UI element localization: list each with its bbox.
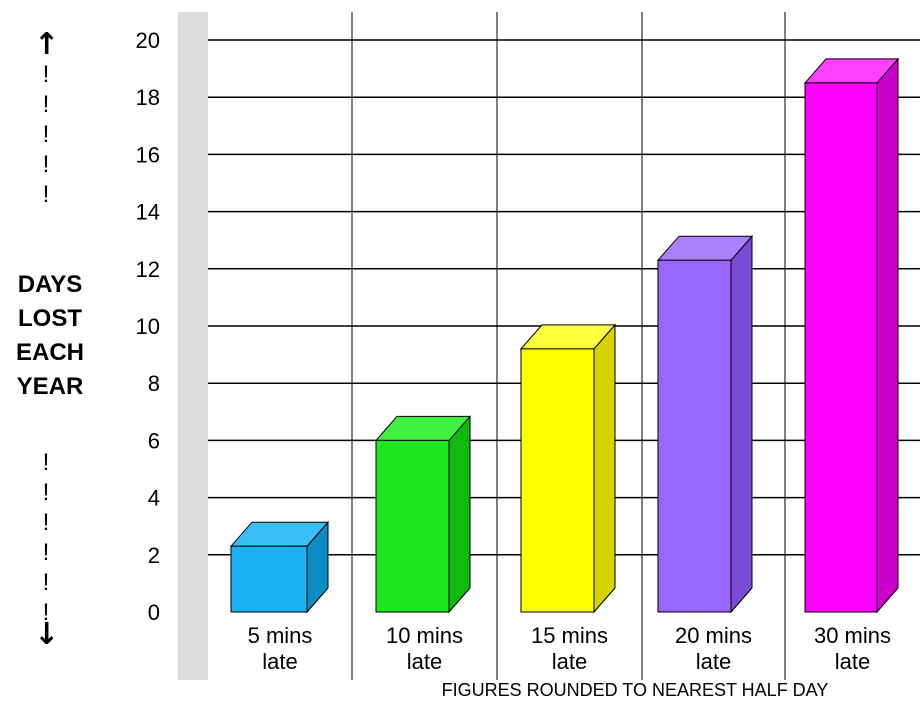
bang-mark: ! bbox=[42, 151, 50, 178]
x-tick-label: 30 mins bbox=[814, 623, 891, 648]
y-tick-label: 12 bbox=[136, 257, 160, 282]
bar-side-face bbox=[448, 415, 471, 614]
top-bang-column: ! ! ! ! ! bbox=[34, 60, 58, 210]
y-tick-label: 14 bbox=[136, 200, 160, 225]
bang-mark: ! bbox=[42, 121, 50, 148]
y-axis-label-line: EACH bbox=[15, 339, 84, 366]
x-tick-label: 10 mins bbox=[386, 623, 463, 648]
x-tick-label: late bbox=[552, 649, 587, 674]
bar-front-face bbox=[657, 259, 732, 613]
bar-front-face bbox=[804, 82, 878, 613]
footnote: FIGURES ROUNDED TO NEAREST HALF DAY bbox=[441, 680, 829, 700]
bar bbox=[374, 415, 472, 614]
y-tick-label: 4 bbox=[148, 486, 160, 511]
bang-mark: ! bbox=[42, 509, 50, 536]
bar bbox=[229, 520, 330, 614]
y-tick-label: 2 bbox=[148, 543, 160, 568]
bang-mark: ! bbox=[42, 539, 50, 566]
bang-mark: ! bbox=[42, 449, 50, 476]
y-axis-label-line: LOST bbox=[18, 305, 82, 332]
x-tick-label: 20 mins bbox=[675, 623, 752, 648]
y-tick-label: 0 bbox=[148, 600, 160, 625]
y-axis-label-line: YEAR bbox=[16, 373, 84, 400]
bang-mark: ! bbox=[42, 479, 50, 506]
bar bbox=[656, 234, 754, 614]
bottom-bang-column: ! ! ! ! ! ! bbox=[34, 448, 58, 628]
x-tick-label: late bbox=[835, 649, 870, 674]
up-arrow-icon: ↑ bbox=[34, 27, 60, 62]
bang-mark: ! bbox=[42, 599, 50, 626]
down-arrow-icon: ↓ bbox=[34, 617, 60, 652]
y-tick-label: 18 bbox=[136, 85, 160, 110]
bang-mark: ! bbox=[42, 181, 50, 208]
bar-front-face bbox=[520, 348, 595, 613]
x-tick-label: 15 mins bbox=[531, 623, 608, 648]
bar-side-face bbox=[730, 234, 753, 614]
bar-side-face bbox=[593, 323, 616, 614]
bar-front-face bbox=[375, 439, 450, 613]
y-tick-label: 8 bbox=[148, 371, 160, 396]
x-tick-label: 5 mins bbox=[248, 623, 313, 648]
bang-mark: ! bbox=[42, 569, 50, 596]
x-tick-label: late bbox=[696, 649, 731, 674]
bar-front-face bbox=[230, 545, 308, 613]
x-tick-label: late bbox=[262, 649, 297, 674]
bar bbox=[519, 323, 617, 614]
bar bbox=[803, 57, 900, 614]
bar-side-face bbox=[876, 57, 899, 614]
axis-wall-strip bbox=[178, 12, 208, 680]
y-tick-label: 16 bbox=[136, 142, 160, 167]
y-axis-label: DAYS LOST EACH YEAR bbox=[0, 268, 100, 404]
bang-mark: ! bbox=[42, 61, 50, 88]
x-tick-label: late bbox=[407, 649, 442, 674]
y-tick-label: 20 bbox=[136, 28, 160, 53]
bang-mark: ! bbox=[42, 91, 50, 118]
y-tick-label: 6 bbox=[148, 428, 160, 453]
y-axis-label-line: DAYS bbox=[17, 271, 83, 298]
y-tick-label: 10 bbox=[136, 314, 160, 339]
